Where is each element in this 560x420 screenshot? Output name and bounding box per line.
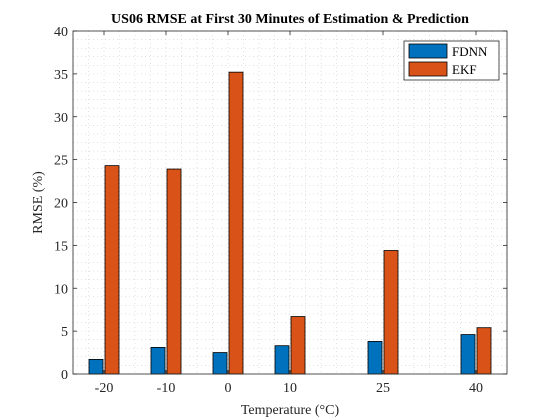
x-tick-label: 25 bbox=[376, 381, 390, 396]
bar-ekf-10 bbox=[290, 316, 306, 375]
bars bbox=[88, 71, 492, 375]
grid bbox=[72, 30, 508, 375]
x-tick-label: 0 bbox=[225, 381, 232, 396]
x-tick-label: -10 bbox=[157, 381, 176, 396]
y-tick-label: 35 bbox=[54, 68, 68, 83]
x-axis-label: Temperature (°C) bbox=[241, 403, 340, 418]
x-tick-label: 10 bbox=[283, 381, 297, 396]
y-tick-label: 30 bbox=[54, 111, 68, 126]
x-tick-label: 40 bbox=[469, 381, 483, 396]
y-tick-label: 0 bbox=[61, 368, 68, 383]
bar-fdnn-40 bbox=[460, 334, 476, 375]
bar-fdnn--20 bbox=[88, 359, 104, 375]
y-tick-label: 5 bbox=[61, 325, 68, 340]
bar-ekf-40 bbox=[476, 327, 492, 375]
bar-fdnn--10 bbox=[150, 347, 166, 375]
legend-swatch-ekf bbox=[408, 61, 448, 77]
y-axis-label: RMSE (%) bbox=[31, 171, 46, 234]
y-tick-label: 25 bbox=[54, 154, 68, 169]
ticks: 0 5 10 15 20 25 30 35 40 -20 -10 0 10 25 40 bbox=[54, 25, 507, 396]
legend-label-fdnn: FDNN bbox=[452, 44, 488, 59]
bar-ekf--20 bbox=[104, 165, 120, 375]
bar-fdnn-10 bbox=[274, 345, 290, 375]
bar-ekf--10 bbox=[166, 168, 182, 375]
bar-fdnn-0 bbox=[212, 352, 228, 375]
bar-ekf-0 bbox=[228, 71, 244, 375]
legend: FDNN EKF bbox=[403, 40, 500, 81]
legend-swatch-fdnn bbox=[408, 43, 448, 59]
x-tick-label: -20 bbox=[95, 381, 114, 396]
y-tick-label: 15 bbox=[54, 239, 68, 254]
y-tick-label: 20 bbox=[54, 197, 68, 212]
chart-title: US06 RMSE at First 30 Minutes of Estimat… bbox=[111, 12, 469, 27]
legend-label-ekf: EKF bbox=[452, 62, 477, 77]
bar-ekf-25 bbox=[383, 250, 399, 375]
y-tick-label: 40 bbox=[54, 25, 68, 40]
y-tick-label: 10 bbox=[54, 282, 68, 297]
bar-fdnn-25 bbox=[367, 341, 383, 375]
